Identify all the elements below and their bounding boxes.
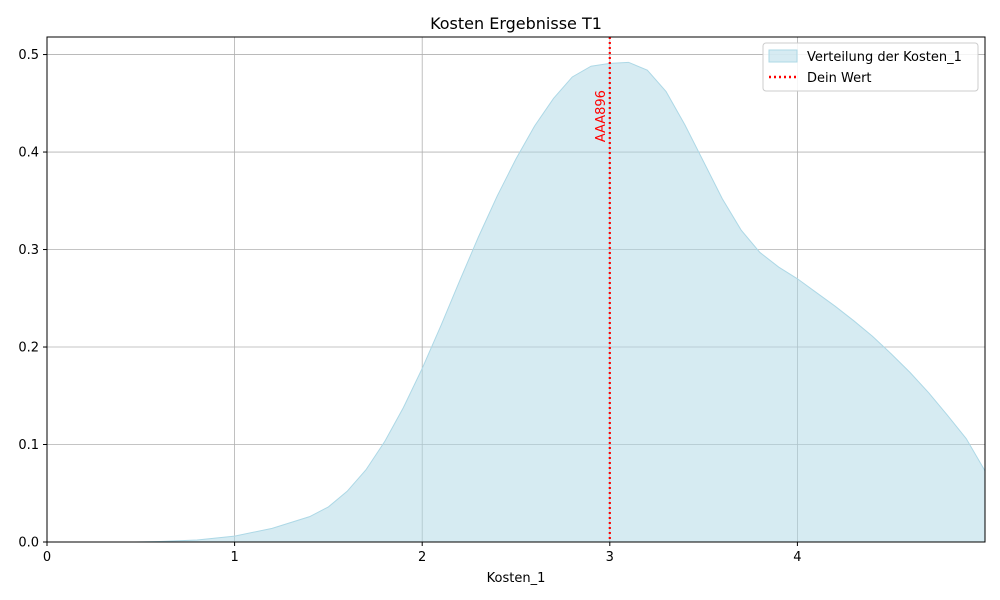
y-tick-label-5: 0.5 [18,48,39,63]
y-tick-label-3: 0.3 [18,243,39,258]
chart-title: Kosten Ergebnisse T1 [430,14,602,33]
annotation-label-0: AAA896 [594,90,609,142]
axes-layer: 0 1 2 3 4 0.0 0.1 0.2 0.3 0.4 0.5 [18,36,986,565]
x-tick-label-3: 3 [606,550,614,565]
y-tick-label-2: 0.2 [18,341,39,356]
legend-label-density: Verteilung der Kosten_1 [807,50,962,65]
y-tick-label-0: 0.0 [18,536,39,551]
axes-frame [46,36,986,543]
x-tick-label-2: 2 [418,550,426,565]
series-layer: AAA896 [135,37,986,543]
x-tick-label-1: 1 [230,550,238,565]
legend: Verteilung der Kosten_1 Dein Wert [762,42,979,92]
x-axis-label: Kosten_1 [487,571,546,586]
legend-label-dein-wert: Dein Wert [807,71,872,86]
density-area [135,61,986,543]
legend-box [762,42,979,92]
y-tick-label-1: 0.1 [18,438,39,453]
x-tick-label-0: 0 [43,550,51,565]
x-tick-label-4: 4 [793,550,801,565]
y-tick-label-4: 0.4 [18,146,39,161]
legend-swatch-density [768,49,798,63]
